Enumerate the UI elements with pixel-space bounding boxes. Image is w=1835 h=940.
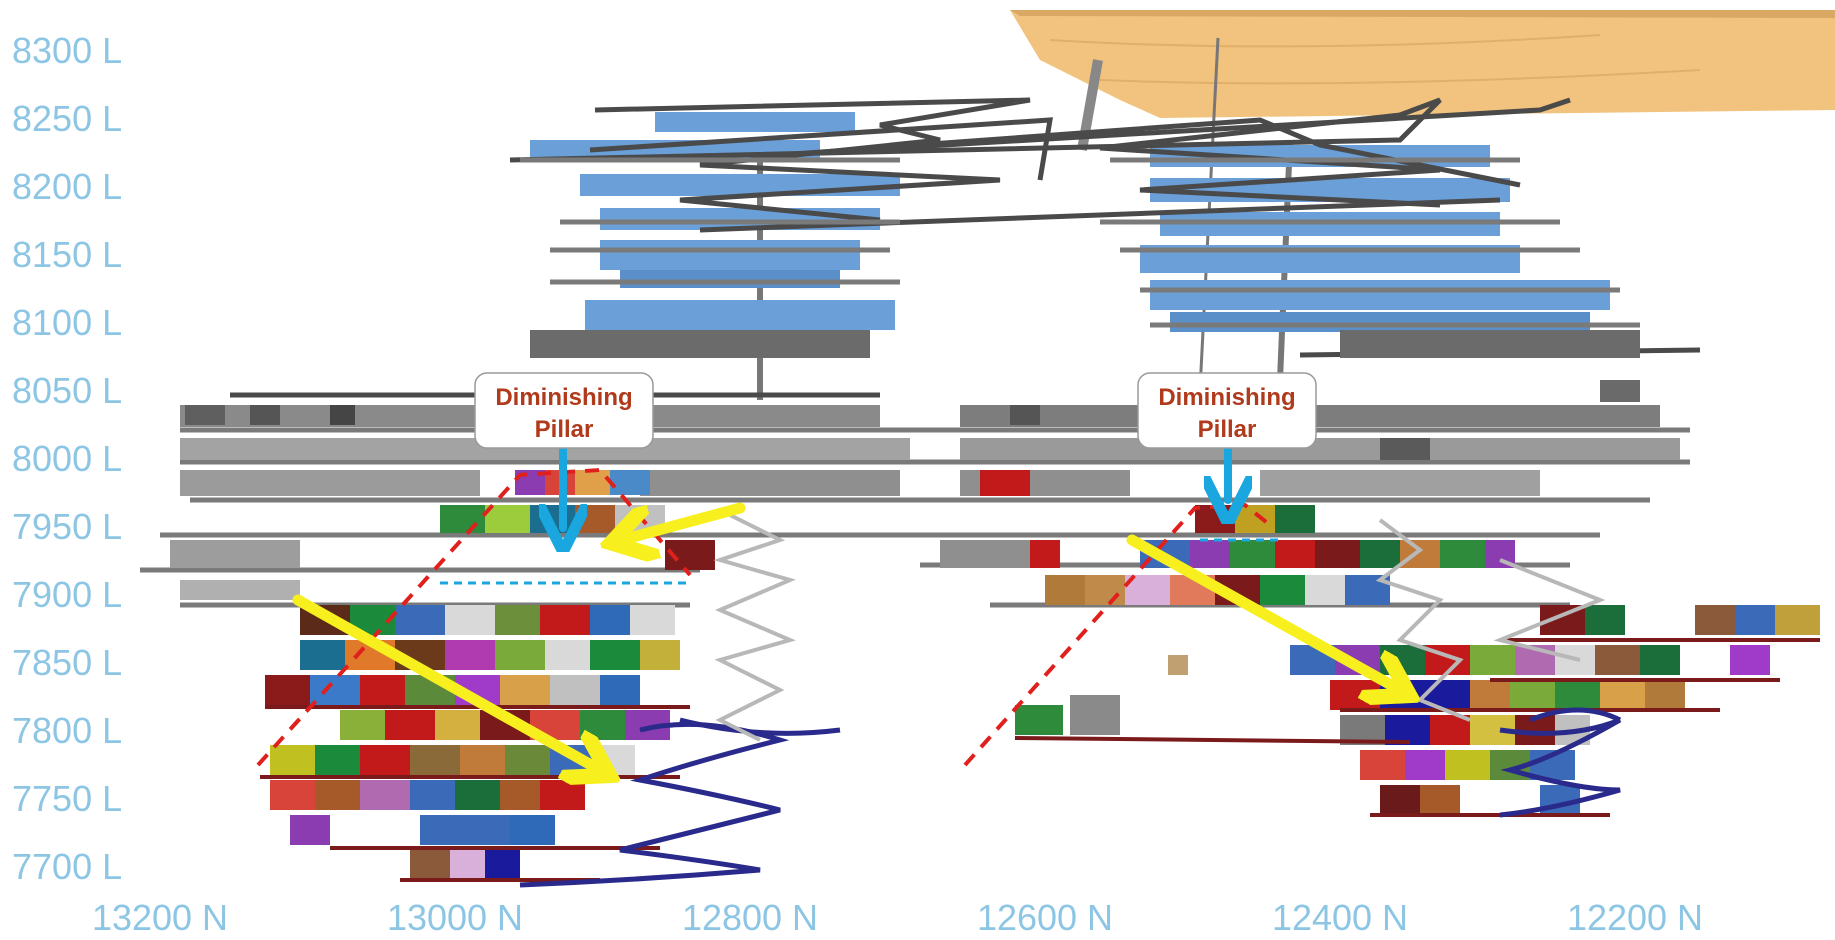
- elevation-label: 8300 L: [12, 30, 122, 71]
- lower-ramps: [519, 707, 1622, 888]
- elevation-label: 8100 L: [12, 302, 122, 343]
- sequence-arrow-right: [1126, 534, 1400, 690]
- elevation-axis: 8300 L 8250 L 8200 L 8150 L 8100 L 8050 …: [12, 30, 122, 887]
- elevation-label: 7700 L: [12, 846, 122, 887]
- northing-label: 12800 N: [682, 897, 818, 938]
- elevation-label: 7800 L: [12, 710, 122, 751]
- callout-right-line1: Diminishing: [1158, 384, 1295, 411]
- northing-label: 12400 N: [1272, 897, 1408, 938]
- callout-arrows: [563, 446, 1228, 528]
- northing-label: 13000 N: [387, 897, 523, 938]
- sequence-arrow-left-upper: [622, 502, 746, 540]
- elevation-label: 7900 L: [12, 574, 122, 615]
- callout-right-line2: Pillar: [1198, 416, 1257, 443]
- lower-drives: [260, 638, 1820, 882]
- elevation-label: 8250 L: [12, 98, 122, 139]
- upper-ramps: [509, 97, 1571, 233]
- elevation-label: 8000 L: [12, 438, 122, 479]
- northing-label: 12600 N: [977, 897, 1113, 938]
- callout-right: Diminishing Pillar: [1137, 372, 1317, 449]
- elevation-label: 8200 L: [12, 166, 122, 207]
- elevation-label: 8150 L: [12, 234, 122, 275]
- callout-left-line2: Pillar: [535, 416, 594, 443]
- northing-axis: 13200 N 13000 N 12800 N 12600 N 12400 N …: [92, 897, 1703, 938]
- elevation-label: 7850 L: [12, 642, 122, 683]
- elevation-label: 8050 L: [12, 370, 122, 411]
- elevation-label: 7950 L: [12, 506, 122, 547]
- northing-label: 12200 N: [1567, 897, 1703, 938]
- elevation-label: 7750 L: [12, 778, 122, 819]
- callout-left: Diminishing Pillar: [474, 372, 654, 449]
- surface-topography: [1010, 10, 1835, 118]
- callout-left-line1: Diminishing: [495, 384, 632, 411]
- silver-declines: [713, 508, 1606, 742]
- sequence-arrow-left-lower: [292, 594, 600, 770]
- northing-label: 13200 N: [92, 897, 228, 938]
- sequence-arrows: [292, 502, 1400, 770]
